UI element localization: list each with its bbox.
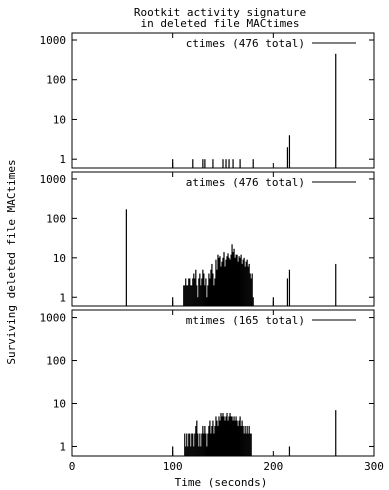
x-tick-label: 200 bbox=[263, 460, 283, 473]
y-tick-label: 10 bbox=[53, 398, 66, 411]
x-tick-labels: 0 100 200 300 bbox=[69, 460, 384, 473]
legend-label: atimes (476 total) bbox=[186, 176, 305, 189]
chart-title: Rootkit activity signature in deleted fil… bbox=[134, 6, 306, 30]
panel-atimes: 1 10 100 1000 atimes (476 total) bbox=[40, 171, 375, 307]
legend-label: ctimes (476 total) bbox=[186, 37, 305, 50]
y-tick-label: 100 bbox=[46, 212, 66, 225]
y-tick-label: 10 bbox=[53, 113, 66, 126]
chart-title-line: in deleted file MACtimes bbox=[141, 17, 300, 30]
panel-mtimes: 1 10 100 1000 mtimes (165 total) bbox=[40, 309, 375, 457]
x-tick-label: 300 bbox=[364, 460, 384, 473]
legend-label: mtimes (165 total) bbox=[186, 314, 305, 327]
y-tick-label: 1000 bbox=[40, 173, 67, 186]
y-tick-label: 1000 bbox=[40, 34, 67, 47]
y-tick-label: 100 bbox=[46, 74, 66, 87]
panel-ctimes: 1 10 100 1000 ctimes (476 total) bbox=[40, 32, 375, 169]
y-tick-label: 1 bbox=[59, 291, 66, 304]
panels: 1 10 100 1000 ctimes (476 total) 1 10 100 1000 at… bbox=[40, 32, 375, 457]
x-axis-label: Time (seconds) bbox=[175, 476, 268, 489]
y-tick-label: 10 bbox=[53, 252, 66, 265]
chart-title-line: Rootkit activity signature bbox=[134, 6, 306, 19]
y-tick-label: 1 bbox=[59, 153, 66, 166]
panel-frame bbox=[71, 32, 375, 169]
y-tick-label: 100 bbox=[46, 355, 66, 368]
y-tick-label: 1 bbox=[59, 440, 66, 453]
x-tick-label: 100 bbox=[163, 460, 183, 473]
y-tick-label: 1000 bbox=[40, 312, 67, 325]
x-tick-label: 0 bbox=[69, 460, 76, 473]
y-axis-label: Surviving deleted file MACtimes bbox=[5, 159, 18, 364]
